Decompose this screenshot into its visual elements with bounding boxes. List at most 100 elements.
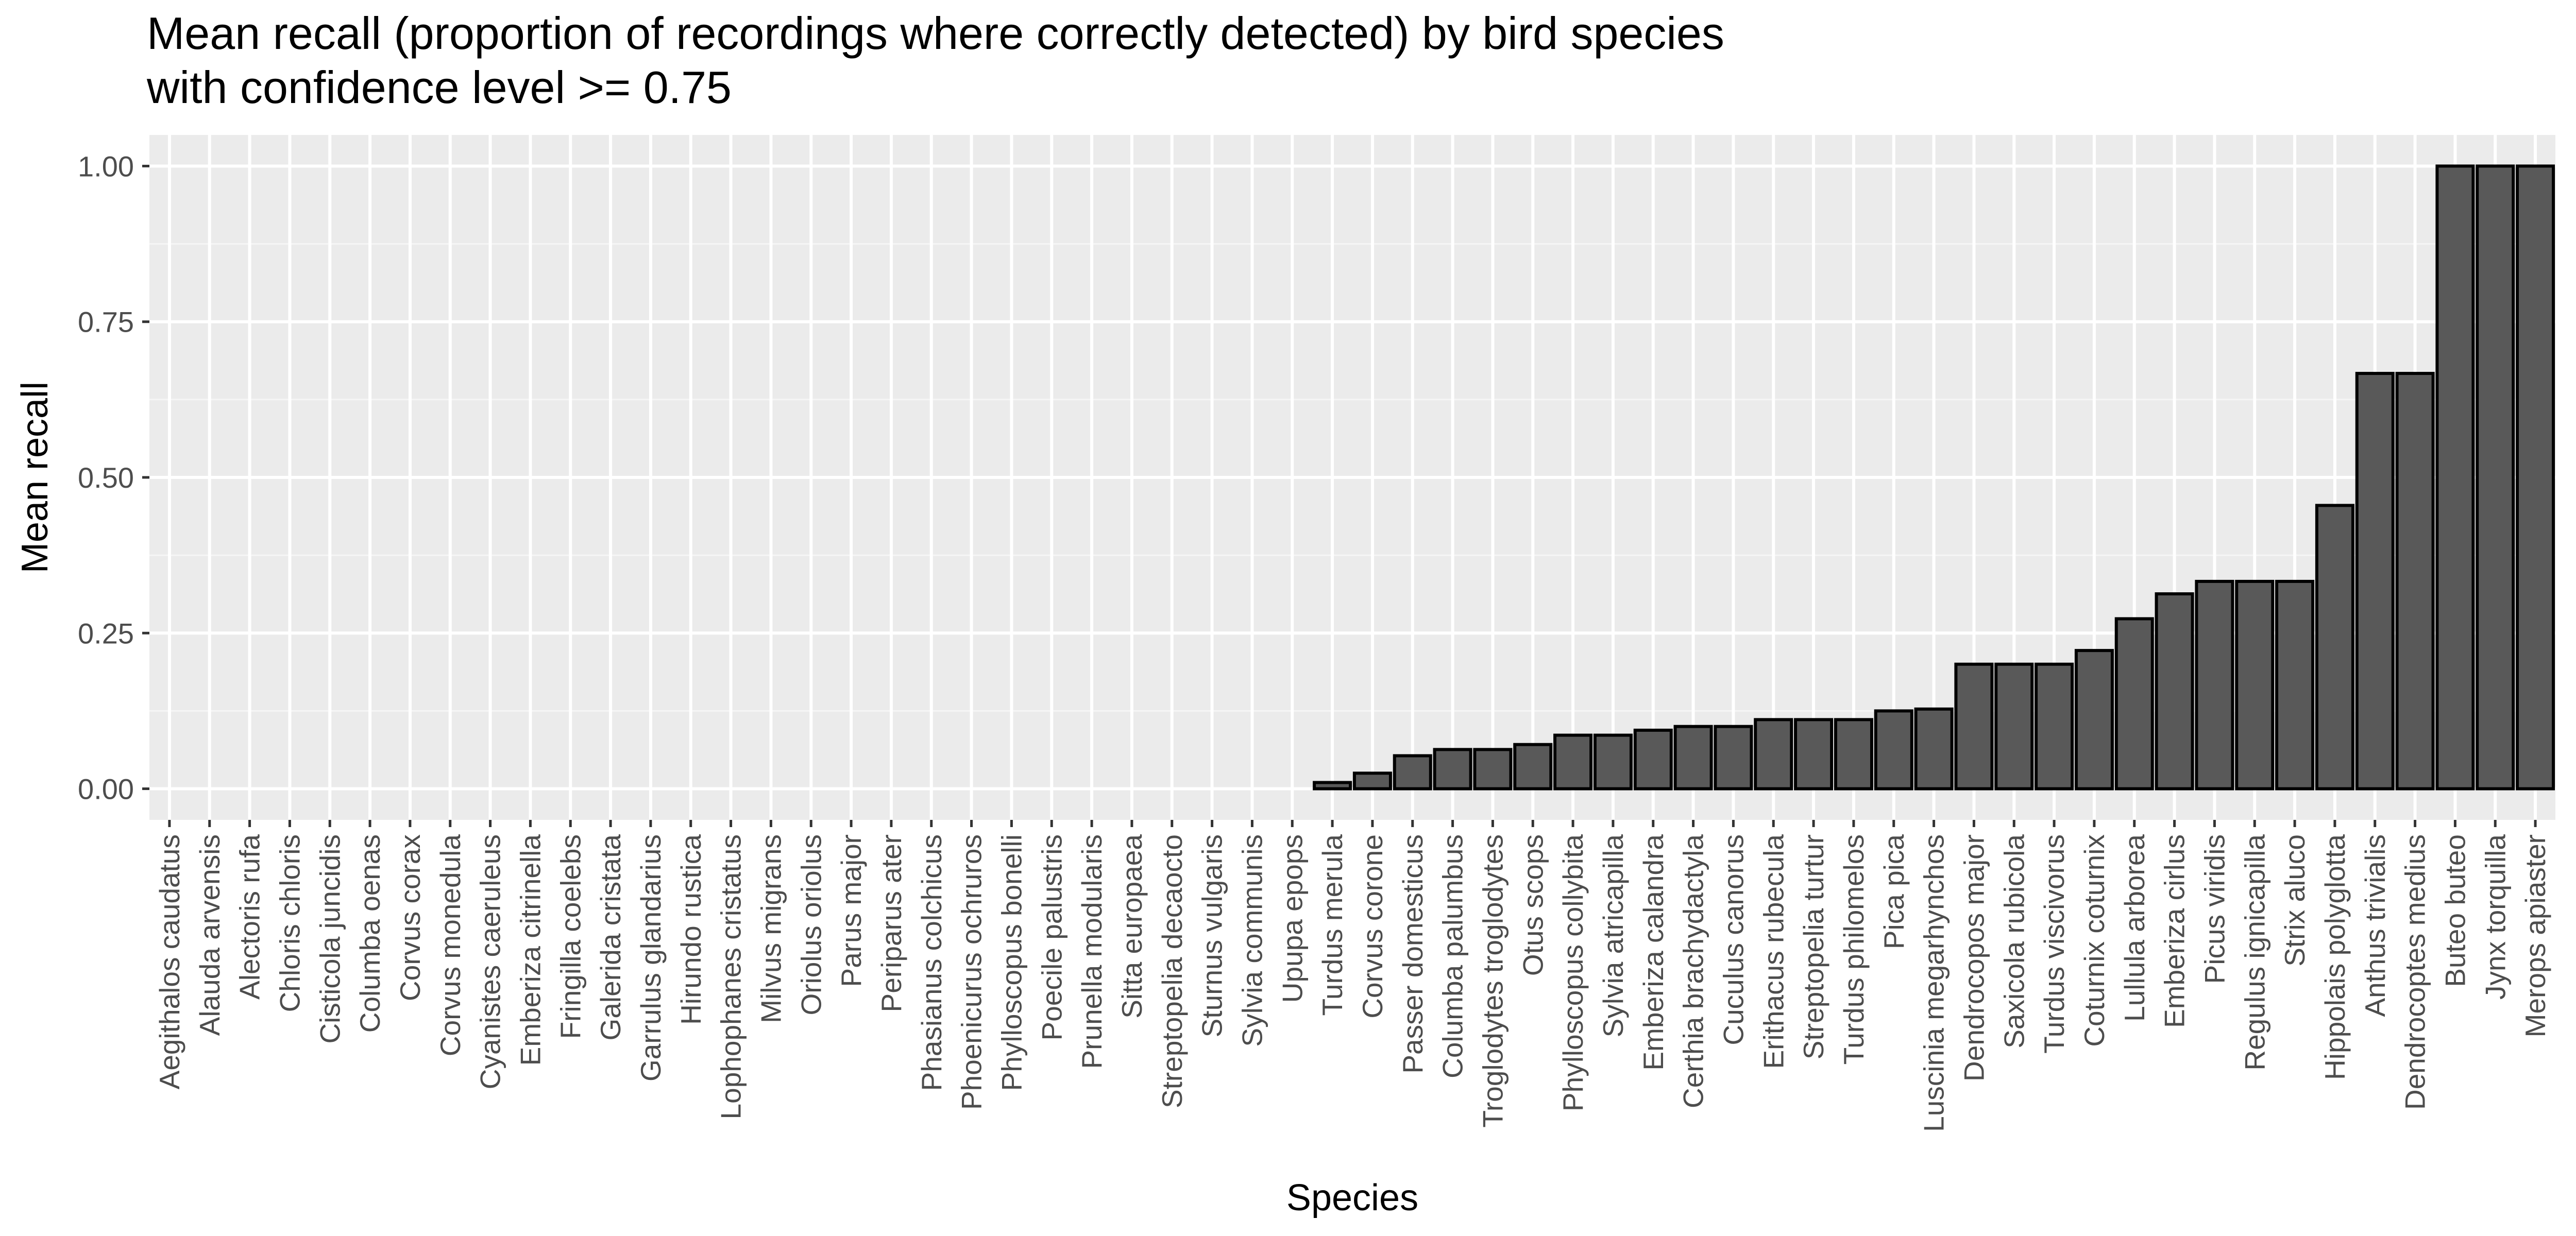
x-tick-label: Turdus viscivorus xyxy=(2038,834,2070,1054)
x-tick-label: Phoenicurus ochruros xyxy=(956,834,988,1110)
bar xyxy=(2195,579,2234,791)
y-tick-label: 0.00 xyxy=(78,773,134,805)
x-tick-label: Hirundo rustica xyxy=(675,834,707,1025)
bar xyxy=(1834,718,1873,791)
x-tick-label: Milvus migrans xyxy=(755,834,787,1023)
x-tick-label: Coturnix coturnix xyxy=(2078,834,2110,1047)
x-tick-label: Lophophanes cristatus xyxy=(715,834,747,1119)
bar xyxy=(1473,748,1513,791)
x-tick-label: Fringilla coelebs xyxy=(554,834,586,1039)
x-tick-label: Luscinia megarhynchos xyxy=(1918,834,1950,1132)
x-tick-label: Sturnus vulgaris xyxy=(1196,834,1228,1037)
x-tick-label: Troglodytes troglodytes xyxy=(1477,834,1509,1128)
x-tick-label: Dendrocoptes medius xyxy=(2399,834,2431,1110)
x-tick-label: Corvus corone xyxy=(1357,834,1388,1019)
bar xyxy=(1914,707,1954,791)
bar xyxy=(1714,725,1753,791)
x-tick-label: Emberiza cirlus xyxy=(2159,834,2191,1028)
chart-title: Mean recall (proportion of recordings wh… xyxy=(147,8,1724,59)
bar xyxy=(1874,709,1913,791)
x-tick-label: Jynx torquilla xyxy=(2479,834,2511,1000)
bar xyxy=(2315,504,2354,791)
x-tick-label: Phylloscopus collybita xyxy=(1557,834,1589,1111)
x-tick-label: Picus viridis xyxy=(2198,834,2230,984)
x-tick-label: Alauda arvensis xyxy=(194,834,226,1036)
x-tick-label: Passer domesticus xyxy=(1397,834,1429,1074)
x-tick-label: Saxicola rubicola xyxy=(1998,834,2030,1049)
x-axis: Aegithalos caudatus Alauda arvensis Alecto… xyxy=(154,820,2551,1132)
x-axis-title: Species xyxy=(1286,1177,1418,1218)
bar xyxy=(1352,771,1392,791)
x-tick-label: Prunella modularis xyxy=(1076,834,1108,1069)
x-tick-label: Emberiza citrinella xyxy=(514,834,546,1066)
y-axis-title: Mean recall xyxy=(14,382,56,573)
x-tick-label: Buteo buteo xyxy=(2439,834,2471,987)
bar xyxy=(1553,733,1593,791)
x-tick-label: Chloris chloris xyxy=(274,834,306,1012)
x-tick-label: Garrulus glandarius xyxy=(635,834,667,1082)
x-tick-label: Oriolus oriolus xyxy=(795,834,827,1016)
bar xyxy=(2435,164,2475,791)
x-tick-label: Parus major xyxy=(835,834,867,987)
bars xyxy=(1313,164,2555,791)
x-tick-label: Emberiza calandra xyxy=(1637,834,1669,1071)
bar xyxy=(1673,725,1713,791)
x-tick-label: Strix aluco xyxy=(2279,834,2311,967)
bar xyxy=(1513,743,1553,791)
x-tick-label: Cisticola juncidis xyxy=(314,834,346,1044)
x-tick-label: Galerida cristata xyxy=(595,834,626,1041)
chart-subtitle: with confidence level >= 0.75 xyxy=(146,62,732,113)
x-tick-label: Lullula arborea xyxy=(2119,834,2150,1022)
grid-lines xyxy=(149,135,2555,820)
x-tick-label: Columba palumbus xyxy=(1437,834,1469,1078)
x-tick-label: Corvus corax xyxy=(394,834,426,1001)
x-tick-label: Alectoris rufa xyxy=(234,834,266,1000)
x-tick-label: Poecile palustris xyxy=(1036,834,1067,1040)
x-tick-label: Streptopelia decaocto xyxy=(1156,834,1188,1108)
x-tick-label: Sylvia atricapilla xyxy=(1597,834,1629,1038)
bar xyxy=(2114,617,2154,791)
bar xyxy=(2355,372,2395,791)
bar xyxy=(2074,649,2114,791)
bar xyxy=(2275,579,2315,791)
x-tick-label: Regulus ignicapilla xyxy=(2239,834,2270,1071)
y-tick-label: 0.25 xyxy=(78,617,134,649)
bar xyxy=(1954,662,1994,791)
bar xyxy=(1593,733,1633,791)
x-tick-label: Columba oenas xyxy=(354,834,386,1033)
y-tick-label: 0.50 xyxy=(78,461,134,494)
x-tick-label: Streptopelia turtur xyxy=(1798,834,1829,1059)
x-tick-label: Turdus philomelos xyxy=(1838,834,1870,1065)
x-tick-label: Hippolais polyglotta xyxy=(2319,834,2351,1080)
x-tick-label: Otus scops xyxy=(1517,834,1549,976)
x-tick-label: Turdus merula xyxy=(1316,834,1348,1016)
bar xyxy=(1433,748,1472,791)
x-tick-label: Dendrocopos major xyxy=(1958,834,1990,1082)
x-tick-label: Aegithalos caudatus xyxy=(154,834,185,1089)
bar xyxy=(2235,579,2275,791)
x-tick-label: Merops apiaster xyxy=(2519,834,2551,1037)
x-tick-label: Sitta europaea xyxy=(1116,834,1148,1019)
y-tick-label: 0.75 xyxy=(78,306,134,338)
x-tick-label: Erithacus rubecula xyxy=(1757,834,1789,1069)
bar xyxy=(2155,592,2194,791)
bar xyxy=(1313,781,1352,791)
bar xyxy=(1633,728,1673,791)
x-tick-label: Phasianus colchicus xyxy=(916,834,947,1091)
x-tick-label: Cyanistes caeruleus xyxy=(474,834,506,1089)
x-tick-label: Certhia brachydactyla xyxy=(1677,834,1709,1108)
y-axis: 0.00 0.25 0.50 0.75 1.00 xyxy=(78,150,149,805)
x-tick-label: Corvus monedula xyxy=(434,834,466,1056)
bar xyxy=(1393,754,1432,791)
y-tick-label: 1.00 xyxy=(78,150,134,182)
bar xyxy=(2395,372,2435,791)
x-tick-label: Phylloscopus bonelli xyxy=(995,834,1027,1091)
x-tick-label: Pica pica xyxy=(1878,834,1910,950)
bar xyxy=(2035,662,2074,791)
x-tick-label: Periparus ater xyxy=(875,834,907,1012)
x-tick-label: Cuculus canorus xyxy=(1717,834,1749,1045)
bar xyxy=(1754,718,1793,791)
bar xyxy=(1994,662,2034,791)
x-tick-label: Sylvia communis xyxy=(1236,834,1268,1047)
